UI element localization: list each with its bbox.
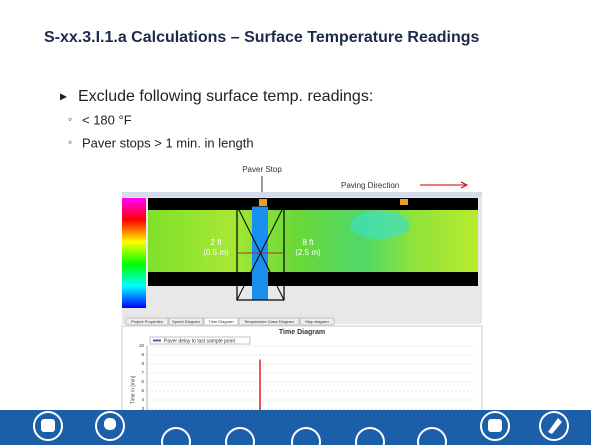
- tab-label: Speed Diagram: [172, 319, 200, 324]
- bullet-marker: ▸: [60, 88, 67, 104]
- marker: [400, 199, 408, 205]
- color-scale: [122, 198, 146, 308]
- sub-bullet-marker: ◦: [68, 112, 72, 126]
- tab-label: Project Properties: [131, 319, 163, 324]
- width-label: 8 ft: [302, 238, 314, 247]
- paving-direction-label: Paving Direction: [341, 181, 399, 190]
- width-label: 2 ft: [210, 238, 222, 247]
- heatmap-bottom: [148, 272, 478, 286]
- width-label: (0.5 m): [203, 248, 229, 257]
- sub-bullet-marker: ◦: [68, 135, 72, 149]
- paver-stop-label: Paver Stop: [242, 165, 282, 174]
- tab-label: Temperature Class Diagram: [244, 319, 294, 324]
- bus-glyph: [488, 419, 502, 432]
- tab-label: Time Diagram: [209, 319, 235, 324]
- heatmap-cool-area: [350, 211, 410, 239]
- y-axis-label: Time in [min]: [130, 375, 136, 404]
- heatmap-top: [148, 198, 478, 210]
- y-tick-label: 10: [139, 343, 145, 348]
- width-label: (2.5 m): [295, 248, 321, 257]
- ship-glyph: [104, 418, 116, 430]
- tab-bar: Project Properties Speed Diagram Time Diag…: [126, 318, 334, 325]
- slide-title: S-xx.3.I.1.a Calculations – Surface Temp…: [44, 29, 480, 46]
- tab-label: Map diagram: [305, 319, 329, 324]
- sub-bullet-text: Paver stops > 1 min. in length: [82, 135, 254, 150]
- marker: [259, 199, 267, 206]
- slide: S-xx.3.I.1.a Calculations – Surface Temp…: [0, 0, 591, 445]
- bullet-text: Exclude following surface temp. readings…: [78, 88, 373, 105]
- time-diagram-title: Time Diagram: [279, 329, 325, 336]
- screenshot-toolbar: [122, 192, 482, 197]
- bus-glyph: [41, 419, 55, 432]
- sub-bullet-text: < 180 °F: [82, 112, 132, 127]
- legend-text: Paver delay to last sample point: [164, 338, 235, 344]
